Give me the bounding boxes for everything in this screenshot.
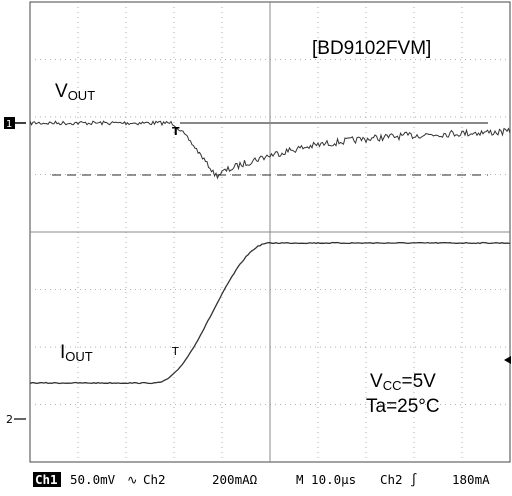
status-trigger-slope: ∫ (410, 472, 418, 487)
status-ch1-coupling: ∿ (127, 472, 137, 487)
ch1-marker: 1 (6, 119, 12, 130)
traces (29, 120, 511, 385)
condition-ta: Ta=25°C (366, 396, 440, 417)
vout-trace (29, 120, 511, 180)
status-ch2: Ch2 (143, 472, 166, 487)
status-bar (0, 463, 512, 496)
iout-trace (29, 241, 511, 385)
part-number: [BD9102FVM] (312, 38, 431, 59)
status-trigger-level: 180mA (452, 472, 490, 487)
trigger-marker-2: T (171, 345, 179, 358)
trigger-level-arrow (504, 356, 511, 364)
status-ch2-scale: 200mAΩ (212, 472, 258, 487)
status-trigger-source: Ch2 (380, 472, 403, 487)
ch1-badge (33, 472, 61, 487)
ch1-marker-box (4, 117, 15, 129)
status-ch1-scale: 50.0mV (70, 472, 116, 487)
status-timebase: M 10.0µs (296, 472, 356, 487)
trigger-marker-1: T (172, 125, 180, 138)
vout-label: VOUT (55, 81, 95, 103)
graticule (29, 1, 511, 463)
status-ch1: Ch1 (35, 472, 58, 487)
condition-vcc: VCC=5V (370, 371, 436, 393)
ch2-marker: 2 (6, 413, 13, 426)
iout-label: IOUT (60, 342, 93, 364)
